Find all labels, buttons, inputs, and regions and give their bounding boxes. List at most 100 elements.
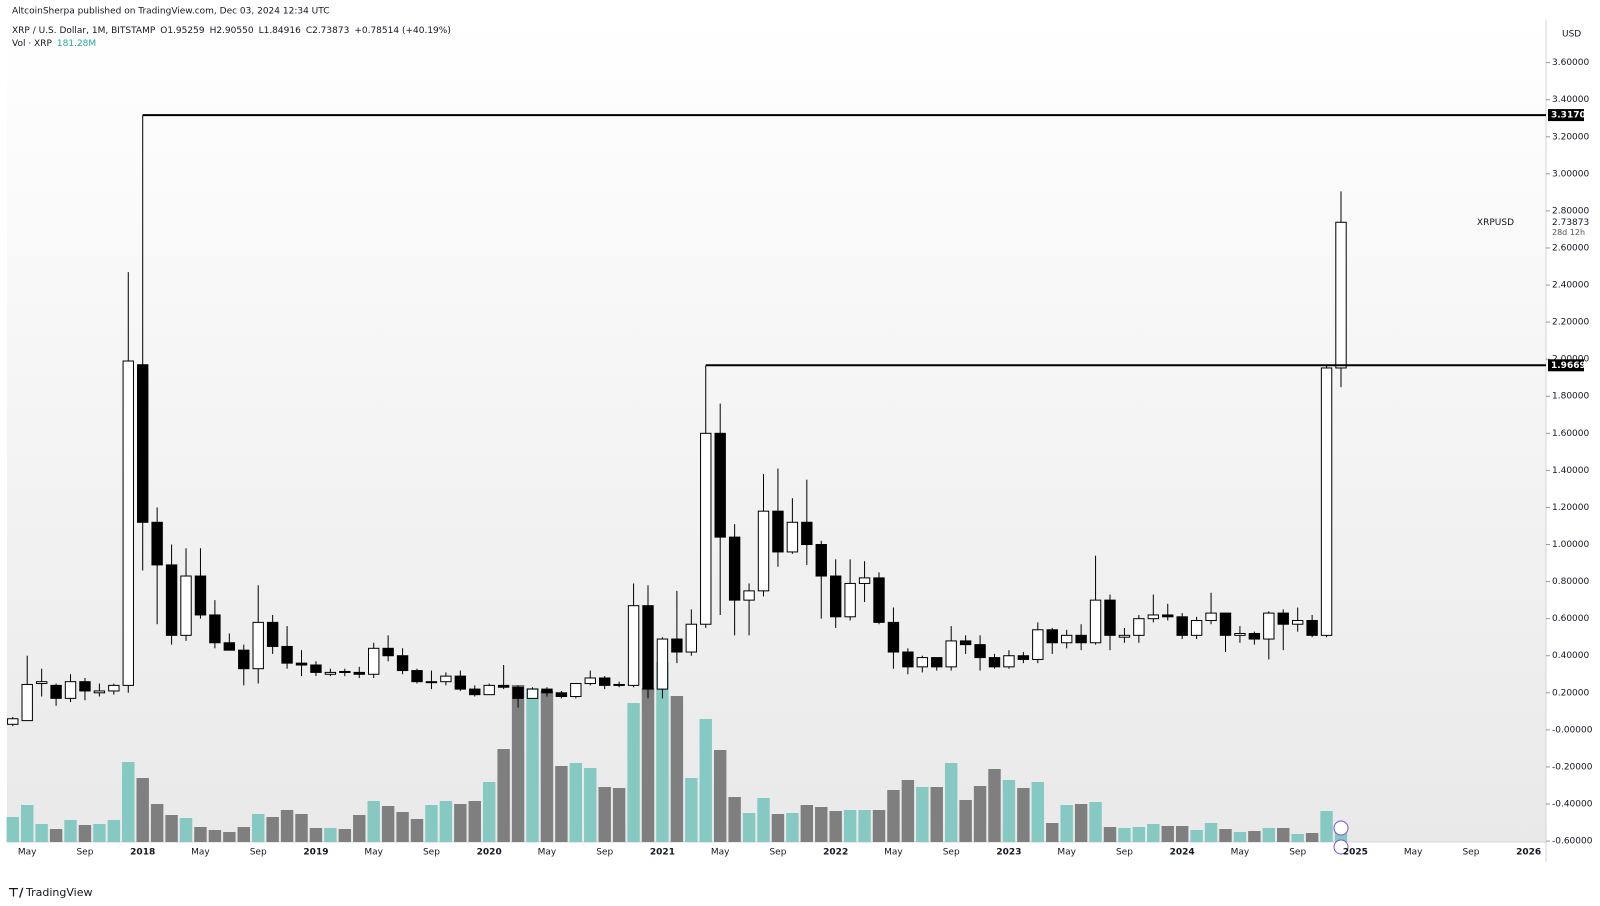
candle-body xyxy=(1032,629,1044,660)
candle-body xyxy=(1075,634,1087,644)
y-tick-label: 1.80000 xyxy=(1552,392,1589,402)
volume-bar xyxy=(887,790,900,842)
volume-bar xyxy=(1219,829,1232,842)
y-tick-label: 3.60000 xyxy=(1552,58,1589,68)
candle-body xyxy=(1176,616,1188,636)
x-tick-label: Sep xyxy=(596,848,613,858)
volume-bar xyxy=(598,787,611,842)
candle-body xyxy=(1320,367,1333,636)
candle-body xyxy=(180,575,192,636)
volume-bar xyxy=(122,762,135,842)
volume-bar xyxy=(237,827,250,842)
candle-body xyxy=(1219,612,1232,636)
x-tick-label: May xyxy=(18,848,37,858)
x-tick-label: 2024 xyxy=(1170,848,1195,858)
volume-bar xyxy=(1233,832,1247,842)
volume-bar xyxy=(1147,824,1160,842)
volume-bar xyxy=(656,662,669,842)
candle-body xyxy=(1190,620,1203,636)
candle-body xyxy=(613,683,625,686)
candle-body xyxy=(1306,620,1318,636)
volume-bar xyxy=(641,688,655,842)
axis-unit: USD xyxy=(1562,30,1581,40)
pane-background xyxy=(7,20,1546,842)
candle-body xyxy=(1046,629,1058,644)
candle-body xyxy=(1060,634,1073,644)
candle-body xyxy=(368,647,380,675)
volume-bar xyxy=(497,749,510,842)
level-tag xyxy=(1548,359,1584,372)
volume-bar xyxy=(468,801,481,842)
y-tick-label: 3.20000 xyxy=(1552,132,1589,142)
volume-bar xyxy=(194,827,207,842)
candle-body xyxy=(931,657,943,668)
volume-bar xyxy=(1002,780,1016,842)
icon[interactable] xyxy=(1333,839,1349,855)
volume-bar xyxy=(511,685,525,842)
candle-body xyxy=(570,683,582,698)
legend-symbol: XRP / U.S. Dollar, 1M, BITSTAMP xyxy=(12,26,156,36)
candle-body xyxy=(1017,655,1030,660)
volume-bar xyxy=(1277,828,1290,842)
candle-body xyxy=(772,510,784,553)
level-label: 3.31700 xyxy=(1551,111,1592,121)
candle-body xyxy=(916,657,929,668)
x-tick-label: Sep xyxy=(76,848,93,858)
volume-bar xyxy=(482,782,496,842)
candle-body xyxy=(988,657,1001,668)
candle-body xyxy=(1248,632,1261,640)
x-tick-label: Sep xyxy=(943,848,960,858)
volume-bar xyxy=(1103,827,1117,842)
x-tick-label: May xyxy=(191,848,210,858)
volume-bar xyxy=(338,829,352,842)
volume-bar xyxy=(1046,823,1059,842)
x-tick-label: 2023 xyxy=(996,848,1021,858)
volume-bar xyxy=(353,815,366,842)
volume-bar xyxy=(223,832,236,842)
y-tick-label: 2.20000 xyxy=(1552,318,1589,328)
candle-body xyxy=(1335,221,1347,369)
candle-body xyxy=(440,675,452,683)
brand-logo: ⊤∕ xyxy=(8,886,24,900)
x-tick-label: May xyxy=(884,848,903,858)
volume-bar xyxy=(324,828,337,842)
volume-bar xyxy=(944,763,958,842)
volume-bar xyxy=(251,814,265,842)
countdown: 28d 12h xyxy=(1552,228,1585,237)
candle-body xyxy=(1089,599,1102,644)
volume-bar xyxy=(627,703,640,842)
legend-ohlc: O1.95259 xyxy=(160,26,205,36)
candle-body xyxy=(728,536,741,601)
legend-ohlc: H2.90550 xyxy=(209,26,254,36)
candle-body xyxy=(815,544,827,577)
legend: XRP / U.S. Dollar, 1M, BITSTAMP O1.95259 H… xyxy=(12,26,456,36)
level-label: 1.96695 xyxy=(1551,361,1592,371)
volume-bar xyxy=(454,804,467,842)
volume-bar xyxy=(1291,834,1304,842)
candle-body xyxy=(945,640,957,668)
volume-bar xyxy=(988,769,1001,842)
x-tick-label: 2025 xyxy=(1343,848,1368,858)
icon[interactable] xyxy=(1333,820,1349,836)
y-tick-label: 2.80000 xyxy=(1552,206,1589,216)
volume-bar xyxy=(1320,811,1333,842)
candle-body xyxy=(541,688,553,694)
y-tick-label: -0.40000 xyxy=(1552,800,1593,810)
candle-body xyxy=(165,564,178,636)
volume-bar xyxy=(1204,823,1218,842)
x-tick-label: May xyxy=(364,848,383,858)
symbol-tag: XRPUSD xyxy=(1477,218,1514,228)
candle-body xyxy=(425,681,438,684)
volume-bar xyxy=(1074,804,1088,842)
candle-body xyxy=(353,671,365,675)
candle-body xyxy=(79,681,91,692)
volume-bar xyxy=(381,806,395,842)
volume-bar xyxy=(569,763,583,842)
x-tick-label: May xyxy=(1404,848,1423,858)
volume-bar xyxy=(179,818,193,842)
candle-body xyxy=(310,664,322,673)
candle-body xyxy=(209,614,221,644)
volume-bar xyxy=(367,801,380,842)
volume-bar xyxy=(786,813,799,842)
candle-body xyxy=(1291,620,1304,625)
